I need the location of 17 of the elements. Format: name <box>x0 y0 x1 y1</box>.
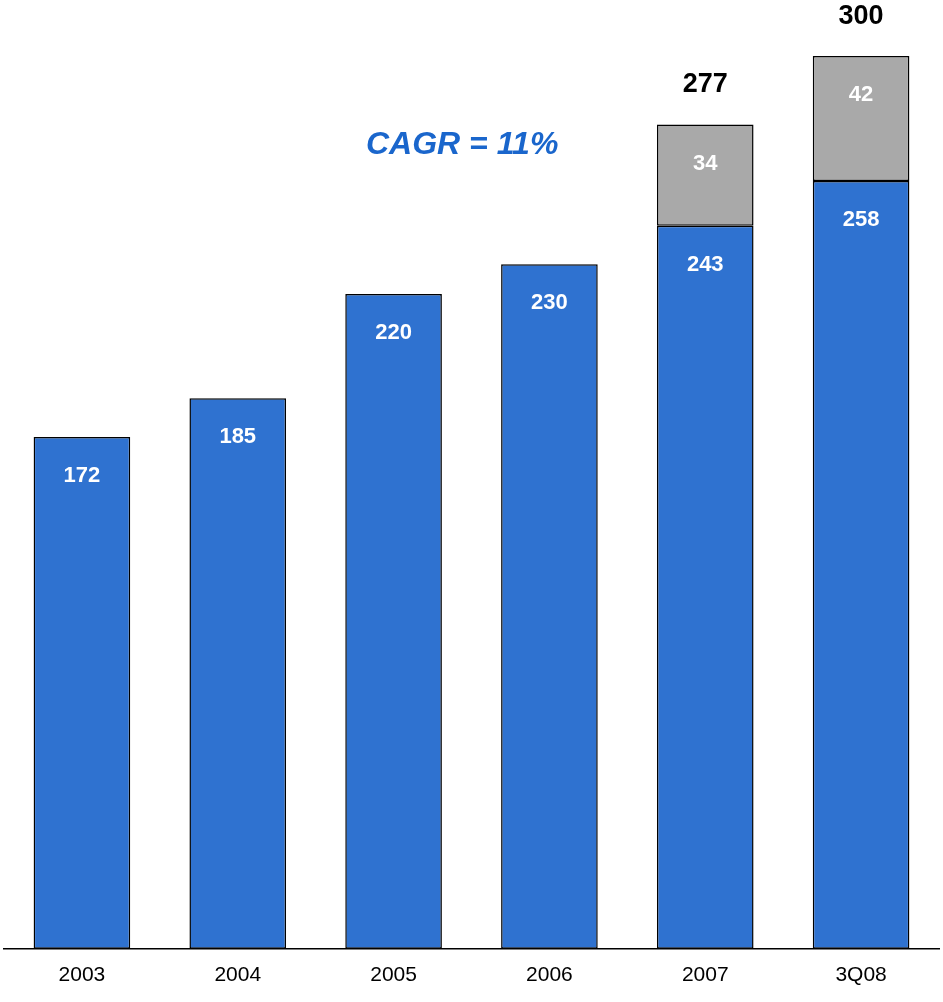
data-label: 34 <box>693 149 719 175</box>
x-tick-label: 2003 <box>58 962 106 986</box>
data-label: 185 <box>219 423 257 449</box>
x-tick-label: 2007 <box>681 962 729 986</box>
x-tick-label: 2005 <box>370 962 417 986</box>
annotation: CAGR = 11% <box>365 124 559 161</box>
x-tick-label: 2006 <box>526 962 573 986</box>
data-label: 230 <box>531 289 568 315</box>
total-label: 277 <box>682 68 728 99</box>
data-label: 258 <box>842 206 880 232</box>
data-label: 172 <box>63 461 101 487</box>
data-label: 42 <box>848 81 874 107</box>
x-tick-label: 2004 <box>214 962 262 986</box>
data-label: 243 <box>686 250 724 276</box>
data-label: 220 <box>375 319 412 345</box>
total-label: 300 <box>838 0 884 30</box>
x-tick-label: 3Q08 <box>835 962 887 986</box>
